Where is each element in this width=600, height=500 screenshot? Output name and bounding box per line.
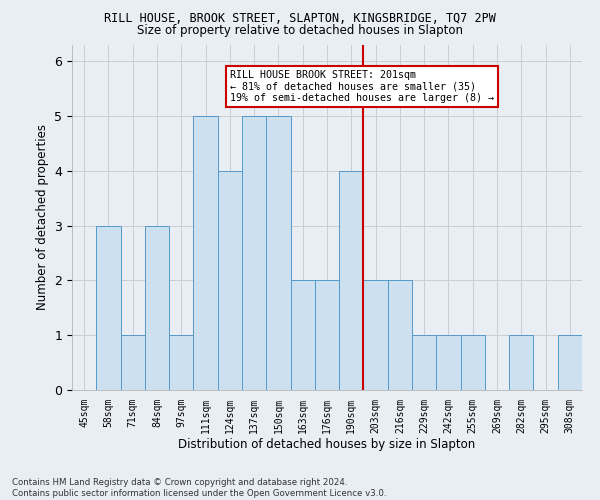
Bar [96,226,121,390]
Bar [388,280,412,390]
Text: RILL HOUSE BROOK STREET: 201sqm
← 81% of detached houses are smaller (35)
19% of: RILL HOUSE BROOK STREET: 201sqm ← 81% of… [230,70,494,103]
Text: Contains HM Land Registry data © Crown copyright and database right 2024.
Contai: Contains HM Land Registry data © Crown c… [12,478,386,498]
Bar [339,171,364,390]
Bar [290,280,315,390]
X-axis label: Distribution of detached houses by size in Slapton: Distribution of detached houses by size … [178,438,476,452]
Bar [193,116,218,390]
Bar [315,280,339,390]
Bar [266,116,290,390]
Text: RILL HOUSE, BROOK STREET, SLAPTON, KINGSBRIDGE, TQ7 2PW: RILL HOUSE, BROOK STREET, SLAPTON, KINGS… [104,12,496,26]
Bar [509,335,533,390]
Bar [218,171,242,390]
Bar [461,335,485,390]
Bar [364,280,388,390]
Bar [242,116,266,390]
Bar [436,335,461,390]
Text: Size of property relative to detached houses in Slapton: Size of property relative to detached ho… [137,24,463,37]
Bar [145,226,169,390]
Bar [121,335,145,390]
Bar [169,335,193,390]
Bar [558,335,582,390]
Y-axis label: Number of detached properties: Number of detached properties [36,124,49,310]
Bar [412,335,436,390]
